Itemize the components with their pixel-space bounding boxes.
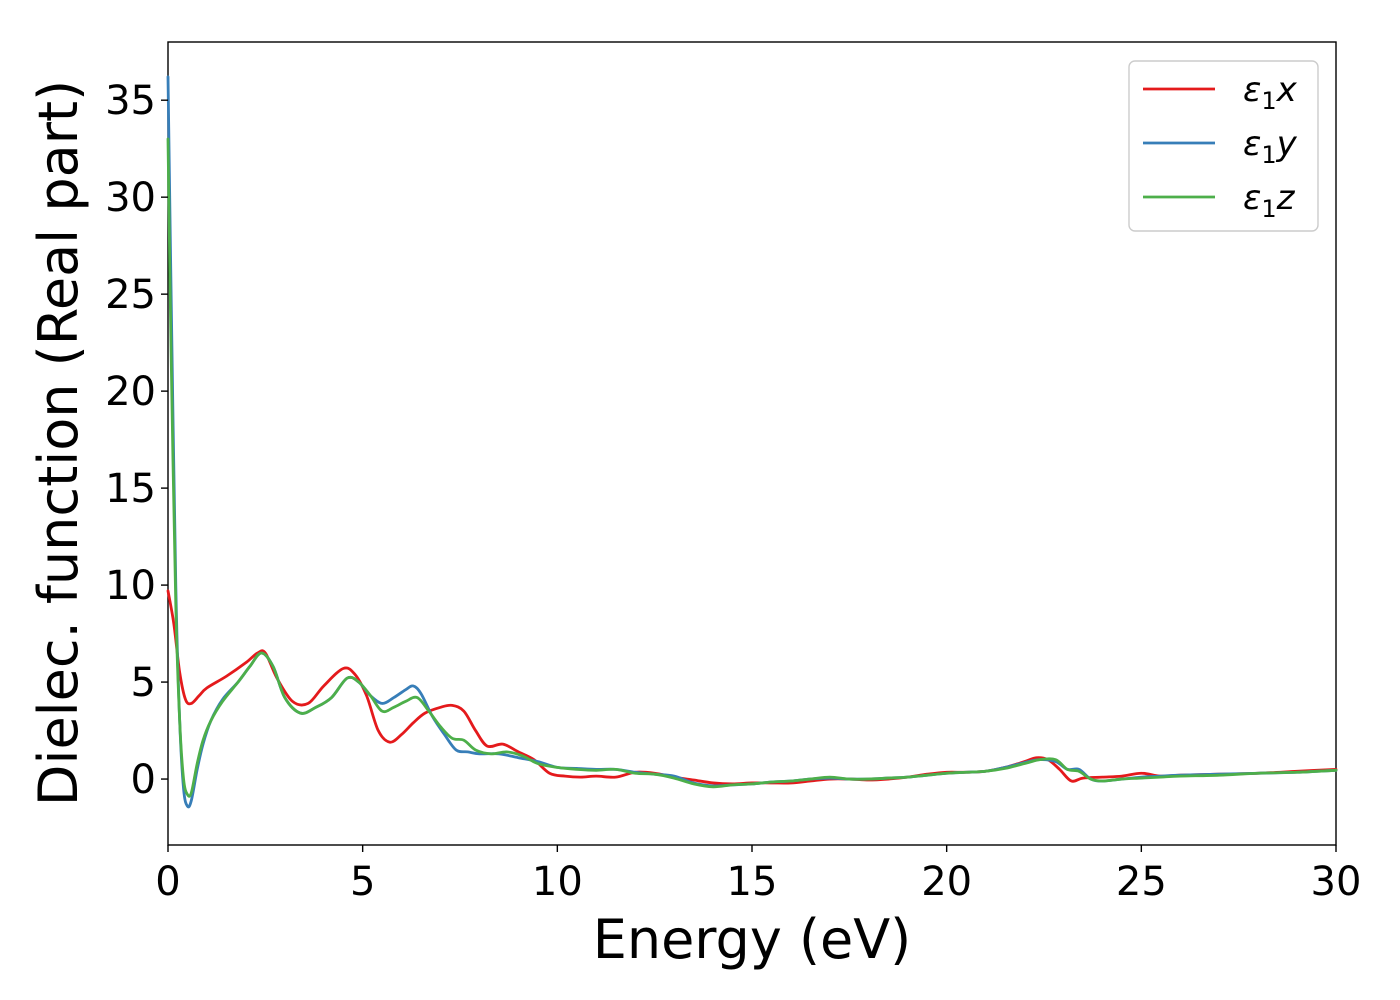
legend-label-x: ε1x — [1243, 70, 1298, 115]
y-axis-label: Dielec. function (Real part) — [27, 80, 90, 806]
legend-label-y: ε1y — [1243, 124, 1298, 169]
y-axis-ticks: 0 5 10 15 20 25 30 35 — [105, 78, 168, 803]
series-group — [166, 75, 1338, 809]
y-tick-label: 10 — [105, 563, 156, 609]
x-tick-label: 25 — [1116, 859, 1167, 905]
x-tick-label: 20 — [921, 859, 972, 905]
legend-label-z: ε1z — [1243, 178, 1296, 223]
x-tick-label: 0 — [155, 859, 180, 905]
y-tick-label: 25 — [105, 272, 156, 318]
y-tick-label: 15 — [105, 466, 156, 512]
legend-box — [1128, 60, 1319, 232]
x-axis-label: Energy (eV) — [593, 908, 912, 971]
legend: ε1x ε1y ε1z — [1128, 60, 1319, 232]
x-axis-ticks: 0 5 10 15 20 25 30 — [155, 845, 1361, 905]
y-tick-label: 20 — [105, 369, 156, 415]
x-tick-label: 5 — [350, 859, 375, 905]
y-tick-label: 0 — [131, 757, 156, 803]
series-line-z — [166, 137, 1338, 798]
x-tick-label: 15 — [727, 859, 778, 905]
x-tick-label: 30 — [1311, 859, 1362, 905]
y-tick-label: 35 — [105, 78, 156, 124]
y-tick-label: 5 — [131, 660, 156, 706]
x-tick-label: 10 — [532, 859, 583, 905]
y-tick-label: 30 — [105, 175, 156, 221]
series-line-x — [166, 589, 1338, 786]
